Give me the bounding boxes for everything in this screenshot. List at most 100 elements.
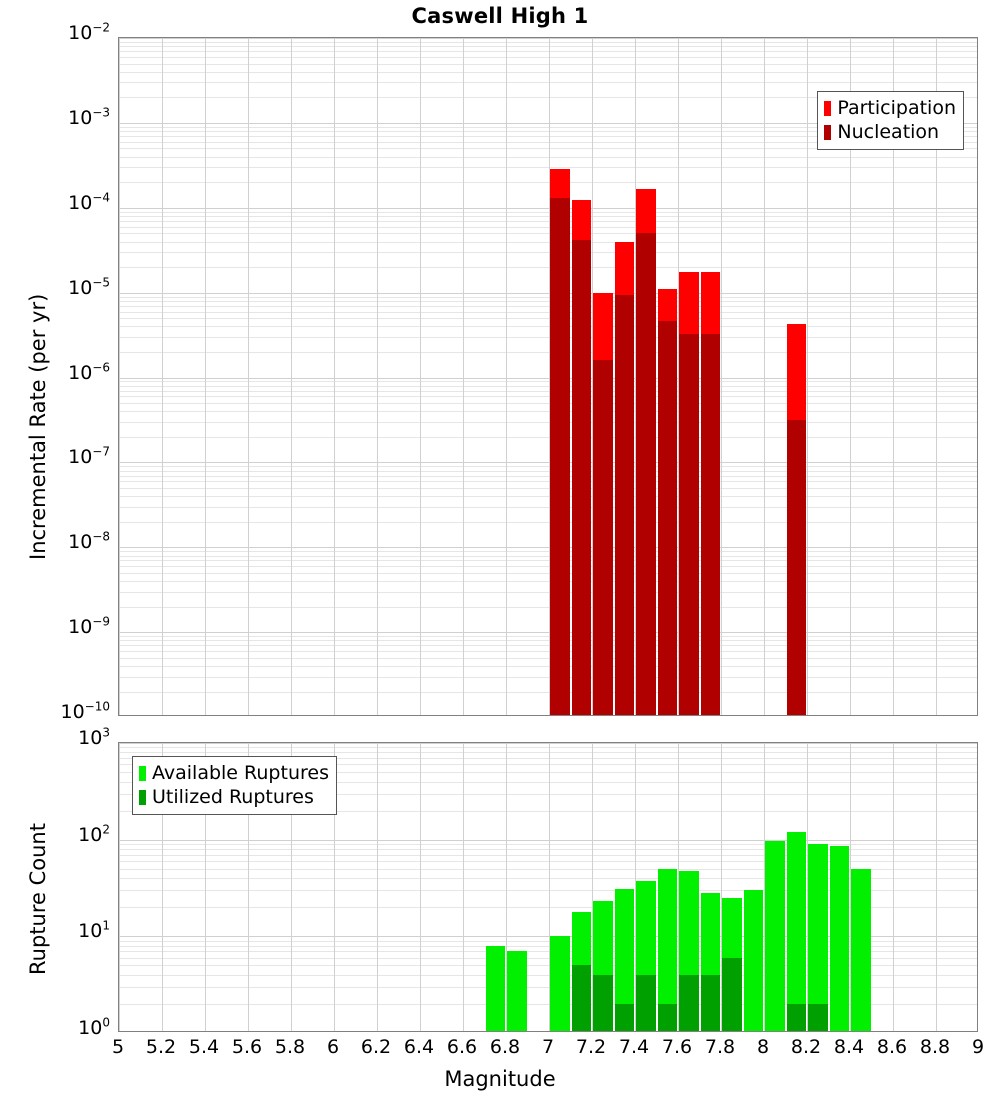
x-tick-label: 8.6 — [876, 1036, 908, 1058]
gridline-horizontal — [119, 632, 977, 634]
y-tick-label: 10−10 — [60, 699, 110, 723]
gridline-horizontal — [119, 403, 977, 404]
gridline-horizontal — [119, 252, 977, 254]
gridline-horizontal — [119, 385, 977, 387]
bar-nucleation — [614, 294, 634, 715]
bar-utilized-ruptures — [700, 974, 720, 1031]
gridline-vertical — [721, 38, 722, 715]
x-tick-label: 5.4 — [188, 1036, 220, 1058]
gridline-horizontal — [119, 555, 977, 557]
gridline-horizontal — [119, 868, 977, 870]
gridline-horizontal — [119, 436, 977, 438]
gridline-horizontal — [119, 41, 977, 43]
gridline-horizontal — [119, 861, 977, 863]
gridline-horizontal — [119, 305, 977, 307]
gridline-horizontal — [119, 1003, 977, 1005]
x-axis-title: Magnitude — [444, 1067, 556, 1091]
gridline-horizontal — [119, 551, 977, 553]
gridline-vertical — [635, 38, 636, 715]
gridline-horizontal — [119, 82, 977, 84]
gridline-vertical — [936, 38, 937, 715]
gridline-horizontal — [119, 466, 977, 468]
gridline-vertical — [764, 743, 765, 1031]
gridline-vertical — [893, 38, 894, 715]
y-tick-label: 100 — [78, 1015, 110, 1039]
x-tick-label: 6.8 — [489, 1036, 521, 1058]
gridline-horizontal — [119, 957, 977, 959]
gridline-vertical — [635, 743, 636, 1031]
gridline-horizontal — [119, 182, 977, 184]
gridline-horizontal — [119, 326, 977, 328]
y-tick-label: 10−4 — [68, 190, 110, 214]
legend-item-available-ruptures[interactable]: Available Ruptures — [139, 761, 329, 785]
gridline-horizontal — [119, 141, 977, 143]
gridline-vertical — [463, 38, 464, 715]
y-tick-label: 10−2 — [68, 20, 110, 44]
gridline-horizontal — [119, 296, 977, 298]
y-tick-label: 103 — [78, 725, 110, 749]
gridline-horizontal — [119, 220, 977, 222]
gridline-horizontal — [119, 167, 977, 169]
gridline-vertical — [248, 743, 249, 1031]
gridline-horizontal — [119, 743, 977, 744]
gridline-horizontal — [119, 951, 977, 953]
gridline-horizontal — [119, 38, 977, 39]
gridline-vertical — [420, 743, 421, 1031]
gridline-horizontal — [119, 156, 977, 158]
bar-utilized-ruptures — [571, 965, 591, 1031]
y-tick-label: 102 — [78, 822, 110, 846]
y-tick-label: 10−3 — [68, 105, 110, 129]
gridline-vertical — [162, 38, 163, 715]
gridline-vertical — [721, 743, 722, 1031]
x-tick-label: 7.2 — [575, 1036, 607, 1058]
bar-available-ruptures — [507, 951, 527, 1031]
gridline-horizontal — [119, 878, 977, 880]
legend-swatch-icon-available — [139, 765, 146, 781]
gridline-horizontal — [119, 411, 977, 413]
gridline-horizontal — [119, 945, 977, 947]
gridline-vertical — [377, 38, 378, 715]
gridline-horizontal — [119, 233, 977, 235]
gridline-horizontal — [119, 131, 977, 133]
y-tick-label: 10−5 — [68, 275, 110, 299]
gridline-horizontal — [119, 640, 977, 642]
bar-utilized-ruptures — [614, 1003, 634, 1031]
gridline-horizontal — [119, 136, 977, 137]
gridline-horizontal — [119, 496, 977, 498]
legend-item-nucleation[interactable]: Nucleation — [824, 120, 956, 144]
y-tick-label: 10−7 — [68, 445, 110, 469]
gridline-vertical — [764, 38, 765, 715]
gridline-horizontal — [119, 267, 977, 269]
gridline-horizontal — [119, 810, 977, 812]
gridline-vertical — [850, 743, 851, 1031]
gridline-vertical — [291, 743, 292, 1031]
legend-item-participation[interactable]: Participation — [824, 96, 956, 120]
gridline-vertical — [936, 743, 937, 1031]
gridline-horizontal — [119, 974, 977, 976]
gridline-horizontal — [119, 758, 977, 759]
gridline-vertical — [893, 743, 894, 1031]
gridline-horizontal — [119, 337, 977, 338]
gridline-horizontal — [119, 381, 977, 383]
gridline-vertical — [205, 38, 206, 715]
gridline-horizontal — [119, 51, 977, 53]
x-tick-label: 6.6 — [446, 1036, 478, 1058]
gridline-horizontal — [119, 396, 977, 398]
gridline-horizontal — [119, 521, 977, 523]
gridline-horizontal — [119, 377, 977, 379]
gridline-horizontal — [119, 46, 977, 48]
gridline-horizontal — [119, 97, 977, 99]
gridline-horizontal — [119, 839, 977, 841]
bar-utilized-ruptures — [636, 974, 656, 1031]
legend-swatch-icon-utilized — [139, 789, 146, 805]
gridline-horizontal — [119, 226, 977, 228]
legend-item-utilized-ruptures[interactable]: Utilized Ruptures — [139, 785, 329, 809]
gridline-horizontal — [119, 591, 977, 593]
bar-utilized-ruptures — [722, 957, 742, 1031]
x-tick-label: 5.2 — [145, 1036, 177, 1058]
gridline-vertical — [807, 743, 808, 1031]
gridline-vertical — [850, 38, 851, 715]
bar-available-ruptures — [765, 841, 785, 1031]
gridline-vertical — [334, 38, 335, 715]
